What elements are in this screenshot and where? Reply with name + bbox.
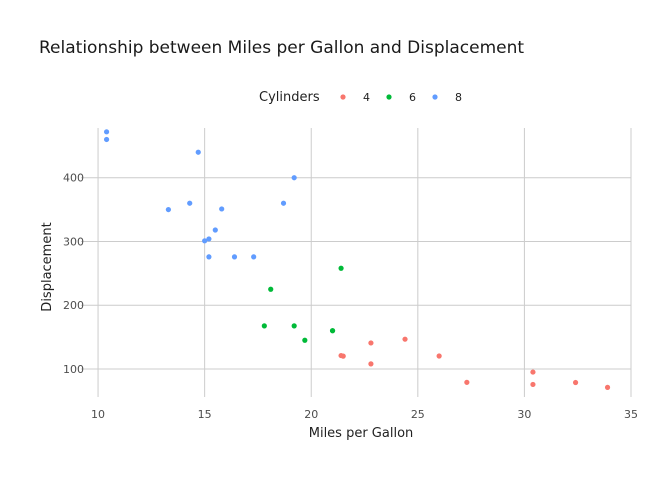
x-tick-label: 30 <box>517 408 531 421</box>
y-axis-ticks: 100 200 300 400 <box>63 172 84 376</box>
data-point-cyl-8 <box>202 238 208 244</box>
data-point-cyl-4 <box>436 353 442 359</box>
data-point-cyl-6 <box>268 286 274 292</box>
data-point-cyl-4 <box>604 384 611 390</box>
data-point-cyl-8 <box>231 254 238 260</box>
legend: Cylinders 4 6 8 <box>259 90 462 105</box>
data-point-cyl-4 <box>572 379 579 386</box>
data-point-cyl-8 <box>206 254 212 260</box>
data-point-cyl-4 <box>402 336 408 342</box>
x-tick-label: 25 <box>411 408 425 421</box>
y-axis-title: Displacement <box>40 222 55 311</box>
data-points <box>103 129 611 390</box>
data-point-cyl-8 <box>195 149 201 155</box>
data-point-cyl-8 <box>103 129 110 135</box>
data-point-cyl-6 <box>329 328 336 334</box>
data-point-cyl-8 <box>187 200 193 206</box>
data-point-cyl-8 <box>291 175 297 181</box>
x-tick-label: 20 <box>304 408 318 421</box>
data-point-cyl-4 <box>464 379 470 385</box>
plot-grid <box>81 128 632 397</box>
y-tick-label: 100 <box>63 363 84 376</box>
data-point-cyl-6 <box>291 323 297 329</box>
data-point-cyl-4 <box>530 369 536 375</box>
chart-title: Relationship between Miles per Gallon an… <box>39 38 524 58</box>
legend-key-8 <box>432 94 438 100</box>
data-point-cyl-8 <box>280 200 287 206</box>
x-tick-label: 10 <box>91 408 105 421</box>
data-point-cyl-8 <box>165 206 172 213</box>
data-point-cyl-6 <box>261 323 267 329</box>
x-axis-ticks: 10 15 20 25 30 35 <box>91 408 638 421</box>
data-point-cyl-6 <box>338 265 344 271</box>
y-tick-label: 400 <box>63 172 84 185</box>
legend-label-4: 4 <box>363 91 370 104</box>
legend-title: Cylinders <box>259 90 320 105</box>
data-point-cyl-4 <box>368 361 374 367</box>
x-axis-title: Miles per Gallon <box>309 426 414 441</box>
legend-key-4 <box>340 94 346 100</box>
data-point-cyl-8 <box>219 206 225 212</box>
data-point-cyl-8 <box>103 136 110 143</box>
data-point-cyl-8 <box>251 254 257 260</box>
y-tick-label: 300 <box>63 235 84 248</box>
x-tick-label: 35 <box>624 408 638 421</box>
data-point-cyl-8 <box>206 236 212 242</box>
data-point-cyl-4 <box>338 352 344 359</box>
data-point-cyl-8 <box>212 227 218 233</box>
x-tick-label: 15 <box>198 408 212 421</box>
legend-key-6 <box>386 94 392 100</box>
y-tick-label: 200 <box>63 299 84 312</box>
legend-label-6: 6 <box>409 91 416 104</box>
data-point-cyl-4 <box>530 381 536 388</box>
data-point-cyl-6 <box>302 337 308 343</box>
data-point-cyl-4 <box>368 340 374 346</box>
legend-label-8: 8 <box>455 91 462 104</box>
